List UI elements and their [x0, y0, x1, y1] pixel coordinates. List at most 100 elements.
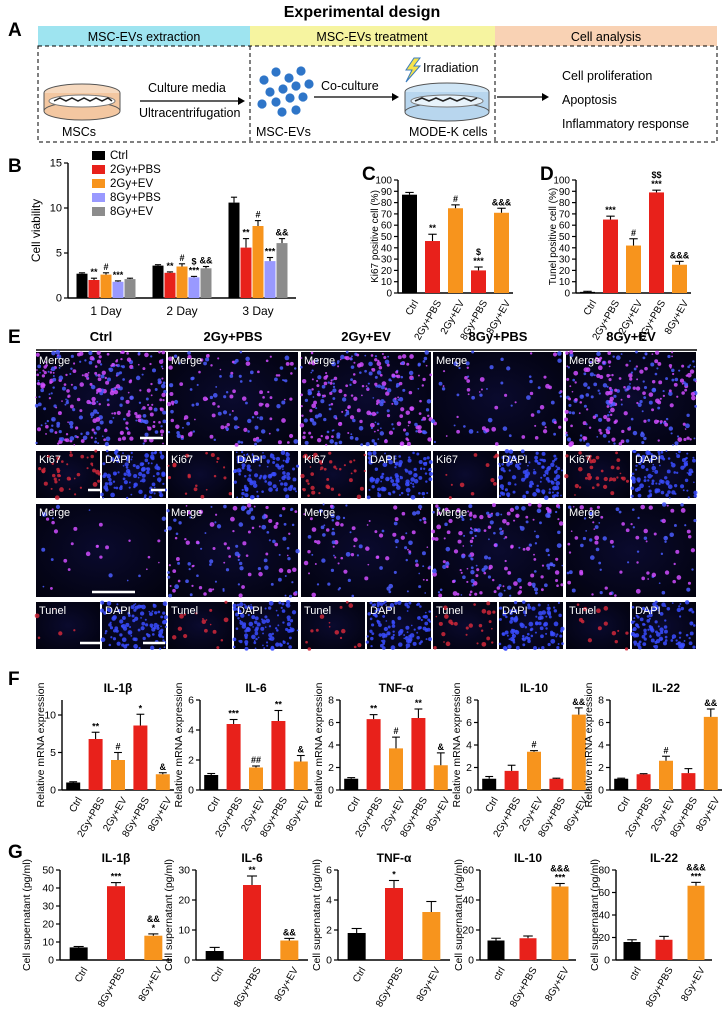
cell-signal — [678, 636, 682, 639]
cell-signal — [486, 388, 488, 390]
cell-signal — [159, 398, 163, 402]
cell-signal — [313, 540, 317, 544]
cell-signal — [245, 356, 250, 362]
cell-signal — [154, 465, 160, 470]
cell-signal — [649, 609, 653, 613]
cell-signal — [252, 437, 257, 442]
cell-signal — [92, 468, 97, 473]
cell-signal — [140, 408, 143, 411]
cell-signal — [533, 468, 535, 471]
significance-marker: *** — [113, 270, 124, 280]
analysis-item-proliferation: Cell proliferation — [562, 69, 652, 83]
cell-signal — [90, 454, 94, 459]
cell-signal — [99, 555, 103, 559]
cell-signal — [557, 601, 560, 605]
cell-signal — [567, 542, 571, 546]
cell-signal — [391, 624, 396, 628]
cell-signal — [418, 616, 421, 618]
cell-signal — [646, 571, 650, 575]
cell-signal — [425, 364, 428, 367]
cell-signal — [382, 462, 388, 468]
cell-signal — [561, 564, 564, 567]
cell-signal — [209, 395, 214, 400]
cell-signal — [243, 453, 246, 457]
cell-signal — [631, 508, 635, 511]
cell-signal — [76, 435, 79, 439]
merge-tunel-panel: Merge — [301, 503, 431, 598]
cell-signal — [692, 458, 696, 463]
cell-signal — [471, 350, 475, 354]
y-tick-label: 20 — [598, 932, 610, 944]
cell-signal — [664, 570, 670, 575]
cell-signal — [529, 352, 533, 355]
cell-signal — [661, 602, 666, 607]
cell-signal — [310, 435, 314, 439]
cell-signal — [115, 384, 121, 389]
cell-signal — [608, 399, 613, 404]
cell-signal — [333, 376, 338, 381]
cell-signal — [456, 415, 459, 419]
cell-signal — [129, 379, 133, 382]
cell-signal — [393, 521, 398, 526]
cell-signal — [559, 634, 563, 638]
cell-signal — [339, 358, 342, 361]
cell-signal — [204, 532, 207, 535]
bar — [176, 266, 188, 298]
cell-signal — [126, 431, 131, 435]
cell-signal — [588, 426, 592, 430]
cell-signal — [272, 484, 277, 489]
cell-signal — [693, 481, 695, 484]
cell-signal — [636, 642, 641, 647]
cell-signal — [375, 402, 379, 406]
cell-signal — [279, 642, 282, 645]
cell-signal — [232, 530, 235, 533]
cell-signal — [476, 568, 480, 572]
cell-signal — [556, 466, 561, 471]
cell-signal — [604, 586, 608, 590]
cell-signal — [510, 404, 513, 407]
cell-signal — [140, 617, 142, 619]
cell-signal — [48, 393, 51, 396]
cell-signal — [244, 605, 248, 609]
cell-signal — [339, 422, 342, 425]
cell-signal — [609, 413, 613, 417]
y-tick-label: 80 — [559, 198, 571, 209]
bar — [124, 279, 136, 298]
bar — [549, 778, 564, 790]
cell-signal — [467, 393, 470, 396]
cell-signal — [532, 585, 536, 589]
cell-signal — [465, 361, 470, 366]
cell-signal — [535, 451, 539, 455]
cell-signal — [41, 374, 46, 378]
cell-signal — [671, 490, 676, 495]
cell-signal — [599, 568, 602, 571]
cell-signal — [369, 617, 373, 621]
cell-signal — [645, 540, 648, 543]
cell-signal — [330, 513, 335, 518]
cell-signal — [41, 512, 47, 517]
cell-signal — [146, 388, 151, 393]
y-tick-label: 80 — [381, 198, 393, 209]
cell-signal — [317, 375, 322, 380]
cell-signal — [664, 639, 668, 642]
cell-signal — [109, 390, 115, 396]
cell-signal — [437, 511, 441, 515]
cell-signal — [108, 573, 113, 578]
cell-signal — [255, 637, 258, 641]
y-tick-label: 90 — [559, 187, 571, 198]
cell-signal — [676, 454, 681, 459]
cell-signal — [556, 646, 560, 650]
cell-signal — [105, 380, 110, 385]
cell-signal — [367, 612, 371, 616]
cell-signal — [537, 603, 541, 607]
cell-signal — [418, 572, 421, 575]
category-label: Ctrl — [351, 966, 368, 985]
cell-signal — [428, 471, 434, 477]
channel-label: Ki67 — [569, 454, 591, 466]
bar — [580, 291, 595, 293]
cell-signal — [620, 403, 623, 406]
cell-signal — [345, 411, 350, 416]
cell-signal — [400, 375, 404, 379]
cell-signal — [671, 355, 673, 358]
cell-signal — [654, 372, 658, 376]
